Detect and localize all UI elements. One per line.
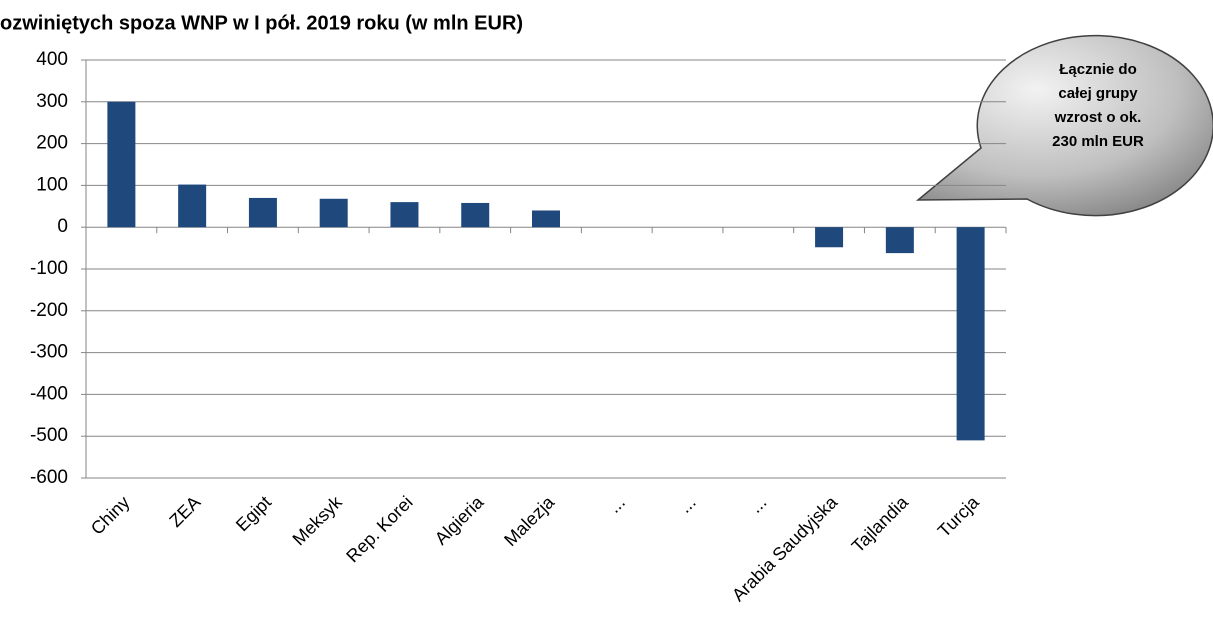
bar [956, 227, 985, 441]
y-tick-label: -600 [30, 467, 68, 488]
x-tick-label: Egipt [232, 492, 275, 535]
bar [885, 227, 914, 254]
y-tick-label: -500 [30, 425, 68, 446]
bar [532, 210, 560, 228]
x-tick-label: ... [604, 492, 629, 517]
bar [461, 202, 490, 228]
bar [248, 197, 277, 228]
callout-text: wzrost o ok. [1054, 109, 1142, 126]
callout-text: całej grupy [1058, 85, 1138, 102]
y-tick-label: 400 [36, 49, 68, 70]
callout-text: Łącznie do [1059, 61, 1137, 78]
y-tick-label: -200 [30, 300, 68, 321]
x-tick-label: Turcja [934, 491, 984, 541]
callout-bubble [915, 34, 1213, 217]
y-tick-label: -300 [30, 342, 68, 363]
x-tick-label: Chiny [87, 492, 134, 539]
bar [815, 227, 844, 248]
y-tick-label: 0 [57, 216, 68, 237]
callout-text: 230 mln EUR [1052, 133, 1144, 150]
bar [178, 184, 207, 228]
x-tick-label: Arabia Saudyjska [728, 491, 842, 605]
bar [107, 101, 136, 228]
y-tick-label: 100 [36, 174, 68, 195]
x-tick-label: Meksyk [289, 491, 347, 549]
x-tick-label: Algieria [431, 491, 488, 548]
x-tick-label: ... [746, 492, 771, 517]
x-tick-label: ZEA [165, 492, 204, 531]
bar [319, 198, 348, 228]
x-tick-label: Rep. Korei [342, 492, 416, 566]
x-tick-label: ... [675, 492, 700, 517]
y-tick-label: -400 [30, 383, 68, 404]
chart-title: ozwiniętych spoza WNP w I pół. 2019 roku… [0, 12, 523, 34]
y-tick-label: -100 [30, 258, 68, 279]
x-tick-label: Tajlandia [848, 491, 913, 556]
y-tick-label: 200 [36, 133, 68, 154]
x-tick-label: Malezja [500, 491, 559, 550]
y-tick-label: 300 [36, 91, 68, 112]
bar [390, 202, 419, 228]
